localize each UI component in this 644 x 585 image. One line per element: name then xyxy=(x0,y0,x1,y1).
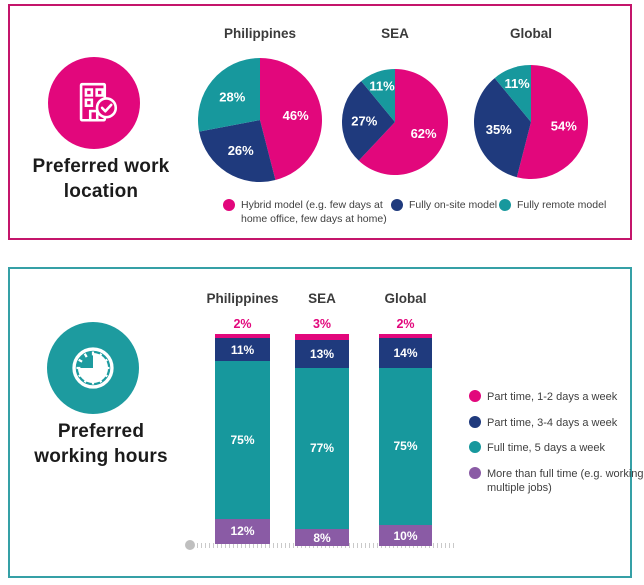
bar-category-label-global: Global xyxy=(384,291,427,306)
pie-slice xyxy=(342,81,395,161)
bar-segment: 14% xyxy=(379,338,432,368)
pie-value-label: 62% xyxy=(411,126,437,141)
legend-color-dot-icon xyxy=(499,199,511,211)
bar-segment xyxy=(295,334,349,341)
pie-value-label: 11% xyxy=(369,79,395,94)
panel-title-hours: Preferred working hours xyxy=(10,420,192,469)
bar-value-label: 13% xyxy=(309,346,335,361)
bar-segment: 12% xyxy=(215,518,270,544)
bar-value-label: 8% xyxy=(313,530,331,545)
bar-category-label-sea: SEA xyxy=(308,291,336,306)
panel-title-line1: Preferred work xyxy=(32,156,170,177)
legend-color-dot-icon xyxy=(469,415,481,428)
bar-value-label: 75% xyxy=(393,439,418,454)
pie-value-label: 46% xyxy=(283,108,309,123)
pie-value-label: 28% xyxy=(219,90,245,105)
legend-color-dot-icon xyxy=(469,441,481,454)
legend-label: Part time, 1-2 days a week xyxy=(487,391,618,403)
bar-segment: 8% xyxy=(295,529,349,547)
panel-title-location: Preferred work location xyxy=(10,155,192,204)
pie-slice xyxy=(199,120,276,182)
bar-segment: 75% xyxy=(379,367,432,526)
panel-preferred-work-location: Preferred work location Philippines 46% 26… xyxy=(8,4,632,240)
bar-value-label: 12% xyxy=(230,524,255,539)
legend-color-dot-icon xyxy=(223,199,235,211)
legend-item-fully-remote-model: Fully remote model xyxy=(499,199,606,213)
pie-slice xyxy=(260,58,322,181)
building-check-icon-svg xyxy=(79,82,118,122)
panel-title-line2: working hours xyxy=(34,445,168,467)
legend-item-more-than-full-time-e-g-work: More than full time (e.g. working multip… xyxy=(469,466,644,496)
clock-icon-svg xyxy=(72,347,114,389)
pie-category-label-sea: SEA xyxy=(381,26,409,41)
legend-item-part-time-3-4-days-a-week: Part time, 3-4 days a week xyxy=(469,415,644,431)
pie-slice xyxy=(494,65,531,122)
legend-item-part-time-1-2-days-a-week: Part time, 1-2 days a week xyxy=(469,390,644,405)
clock-ticks xyxy=(76,351,110,385)
pie-chart-global: 54% 35% 11% xyxy=(474,65,588,179)
bar-segment: 10% xyxy=(379,525,432,547)
bar-value-label: 14% xyxy=(393,345,418,360)
bar-column-philippines: 11% 75% 12% xyxy=(215,334,270,544)
legend-color-dot-icon xyxy=(391,199,403,211)
bar-segment xyxy=(379,334,432,339)
pie-value-label: 35% xyxy=(486,122,512,137)
panel-title-line1: Preferred xyxy=(57,421,145,442)
bar-value-label: 75% xyxy=(230,433,255,448)
bar-column-global: 14% 75% 10% xyxy=(379,334,432,547)
legend-item-full-time-5-days-a-week: Full time, 5 days a week xyxy=(469,441,644,456)
clock-icon xyxy=(47,322,139,414)
bar-segment: 13% xyxy=(295,340,349,368)
legend-label: Fully remote model xyxy=(517,199,607,211)
legend-color-dot-icon xyxy=(469,390,481,402)
pie-value-label: 11% xyxy=(504,76,530,91)
legend-item-hybrid-model-e-g-few-days-at: Hybrid model (e.g. few days at home offi… xyxy=(223,199,393,227)
legend-label: Hybrid model (e.g. few days at home offi… xyxy=(241,199,387,225)
legend-label: Part time, 3-4 days a week xyxy=(487,416,618,429)
bar-value-label: 77% xyxy=(309,441,335,456)
pie-slice xyxy=(358,69,448,175)
pie-value-label: 26% xyxy=(228,143,254,158)
pie-slice xyxy=(198,58,260,132)
baseline-start-dot xyxy=(185,540,195,550)
bar-column-sea: 13% 77% 8% xyxy=(295,334,349,547)
bar-chart-legend: Part time, 1-2 days a week Part time, 3-4… xyxy=(469,390,644,496)
legend-label: More than full time (e.g. working multip… xyxy=(487,467,644,495)
bar-segment: 77% xyxy=(295,367,349,530)
panel-preferred-working-hours: Preferred working hours Philippines 2% 11%… xyxy=(8,267,644,578)
pie-slice xyxy=(474,78,531,178)
pie-category-label-philippines: Philippines xyxy=(223,26,296,41)
bar-value-label: 10% xyxy=(393,528,418,543)
legend-item-fully-on-site-model: Fully on-site model xyxy=(391,199,497,213)
building-check-icon xyxy=(48,57,140,149)
bar-top-value-label: 2% xyxy=(233,317,252,331)
panel-title-line2: location xyxy=(63,180,139,202)
bar-top-value-label: 2% xyxy=(396,317,415,331)
pie-category-label-global: Global xyxy=(509,26,552,41)
pie-slice xyxy=(361,69,395,122)
legend-label: Fully on-site model xyxy=(409,199,498,211)
pie-chart-philippines: 46% 26% 28% xyxy=(198,58,322,182)
pie-value-label: 27% xyxy=(351,114,377,129)
bar-value-label: 11% xyxy=(230,342,255,357)
bar-category-label-philippines: Philippines xyxy=(206,291,279,306)
bar-top-value-label: 3% xyxy=(312,317,332,331)
bar-segment xyxy=(215,334,270,339)
bar-segment: 75% xyxy=(215,361,270,519)
legend-label: Full time, 5 days a week xyxy=(487,442,605,455)
pie-chart-sea: 62% 27% 11% xyxy=(342,69,448,175)
bar-segment: 11% xyxy=(215,338,270,362)
pie-value-label: 54% xyxy=(551,119,577,134)
pie-slice xyxy=(516,65,588,179)
legend-color-dot-icon xyxy=(469,466,481,479)
